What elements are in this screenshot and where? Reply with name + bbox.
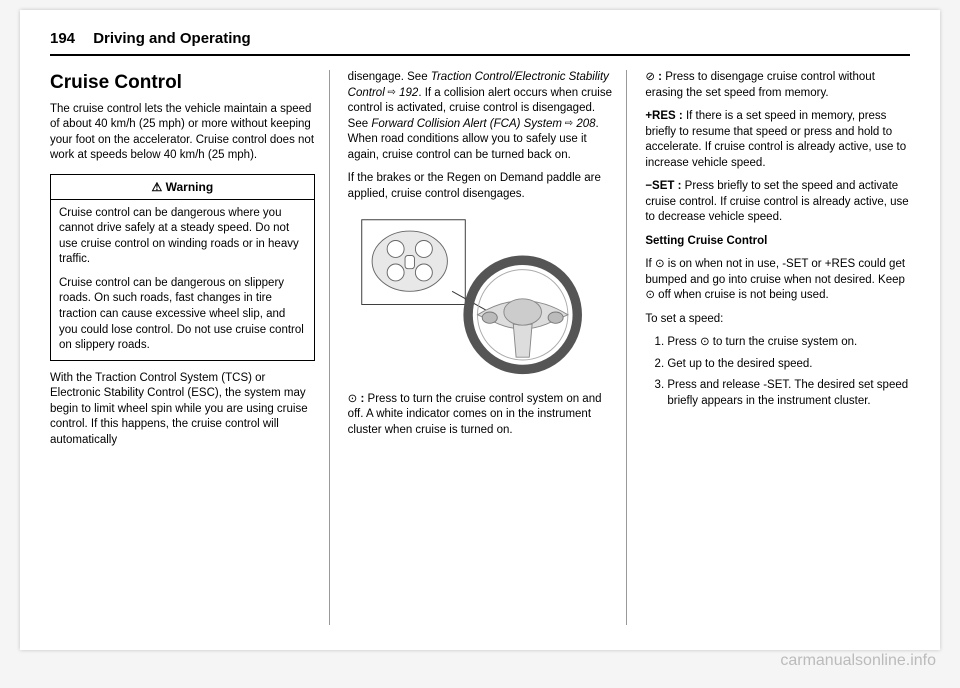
cruise-onoff-icon: ⊙ <box>655 258 665 270</box>
set-speed-steps: Press ⊙ to turn the cruise system on. Ge… <box>645 335 910 409</box>
warning-paragraph-2: Cruise control can be dangerous on slipp… <box>59 276 306 354</box>
content-columns: Cruise Control The cruise control lets t… <box>50 70 910 625</box>
to-set-label: To set a speed: <box>645 312 910 328</box>
tcs-paragraph: With the Traction Control System (TCS) o… <box>50 371 315 449</box>
page-number: 194 <box>50 30 75 47</box>
disengage-paragraph: disengage. See Traction Control/Electron… <box>348 70 613 163</box>
reference-icon: ⇨ <box>385 87 396 98</box>
reference-icon: ⇨ <box>562 118 573 129</box>
setting-paragraph: If ⊙ is on when not in use, -SET or +RES… <box>645 257 910 304</box>
chapter-title: Driving and Operating <box>93 30 251 47</box>
cruise-onoff-icon: ⊙ <box>348 393 358 405</box>
warning-paragraph-1: Cruise control can be dangerous where yo… <box>59 206 306 268</box>
column-1: Cruise Control The cruise control lets t… <box>50 70 330 625</box>
step-2: Get up to the desired speed. <box>667 357 910 373</box>
cruise-onoff-icon: ⊙ <box>645 289 655 301</box>
warning-label: Warning <box>166 180 214 194</box>
warning-box: ⚠ Warning Cruise control can be dangerou… <box>50 174 315 361</box>
column-2: disengage. See Traction Control/Electron… <box>348 70 628 625</box>
warning-body: Cruise control can be dangerous where yo… <box>51 200 314 360</box>
cruise-onoff-icon: ⊙ <box>700 336 710 348</box>
watermark: carmanualsonline.info <box>780 652 936 670</box>
setting-cruise-heading: Setting Cruise Control <box>645 234 910 250</box>
res-description: +RES : If there is a set speed in memory… <box>645 109 910 171</box>
warning-triangle-icon: ⚠ <box>152 180 163 194</box>
intro-paragraph: The cruise control lets the vehicle main… <box>50 102 315 164</box>
column-3: ⊘ : Press to disengage cruise control wi… <box>645 70 910 625</box>
step-3: Press and release -SET. The desired set … <box>667 378 910 409</box>
brakes-paragraph: If the brakes or the Regen on Demand pad… <box>348 171 613 202</box>
manual-page: 194 Driving and Operating Cruise Control… <box>20 10 940 650</box>
step-1: Press ⊙ to turn the cruise system on. <box>667 335 910 351</box>
set-description: −SET : Press briefly to set the speed an… <box>645 179 910 226</box>
warning-header: ⚠ Warning <box>51 175 314 200</box>
page-header: 194 Driving and Operating <box>50 30 910 56</box>
onoff-description: ⊙ : Press to turn the cruise control sys… <box>348 392 613 439</box>
steering-wheel-illustration <box>348 216 613 376</box>
cancel-description: ⊘ : Press to disengage cruise control wi… <box>645 70 910 101</box>
section-title: Cruise Control <box>50 70 315 96</box>
cruise-cancel-icon: ⊘ <box>645 71 655 83</box>
